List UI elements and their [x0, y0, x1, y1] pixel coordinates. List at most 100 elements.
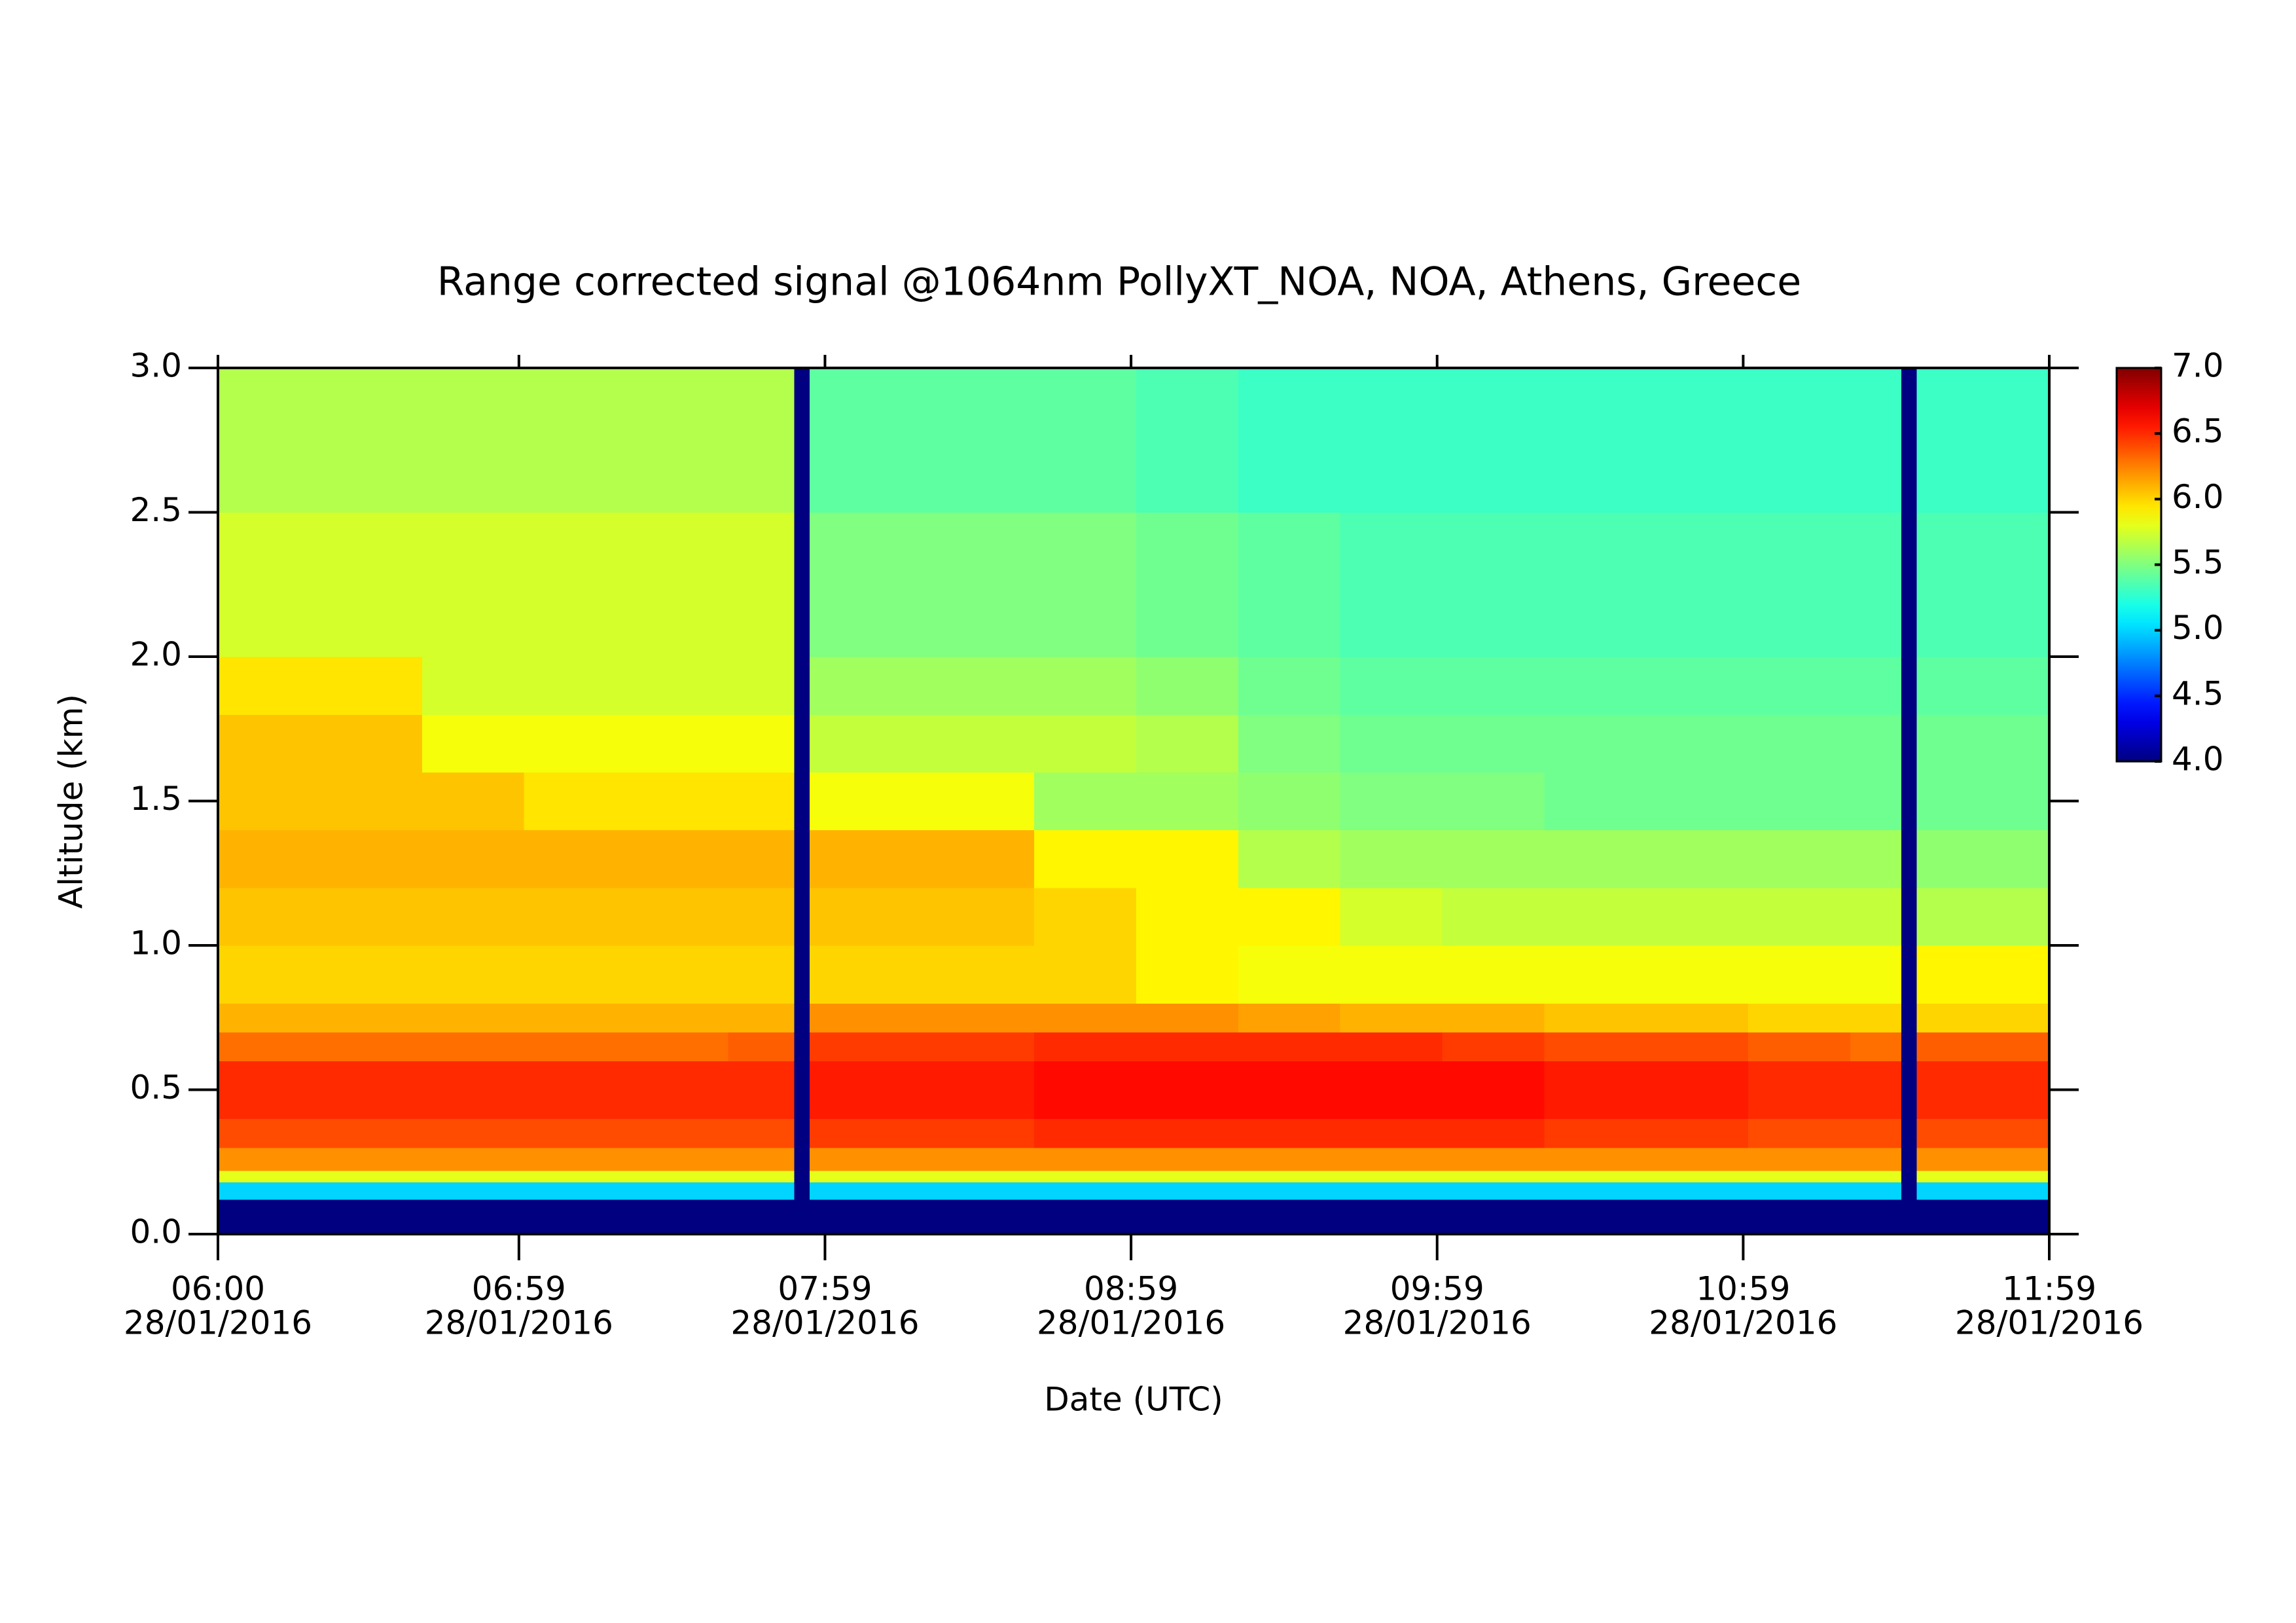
heatmap-cell — [1340, 1032, 1443, 1061]
heatmap-cell — [1544, 368, 1647, 513]
heatmap-cell — [218, 657, 321, 715]
heatmap-cell — [218, 1089, 321, 1120]
heatmap-cell — [1646, 1089, 1749, 1120]
heatmap-cell — [932, 1147, 1035, 1171]
heatmap-cell — [1544, 657, 1647, 715]
heatmap-cell — [1850, 1089, 1902, 1120]
heatmap-cell — [1340, 1147, 1443, 1171]
heatmap-cell — [626, 1061, 728, 1091]
heatmap-cell — [1850, 1182, 1902, 1200]
heatmap-cell — [1136, 1147, 1239, 1171]
colorbar-tick-label: 6.0 — [2172, 478, 2224, 516]
heatmap-cell — [1748, 1170, 1851, 1183]
heatmap-cell — [1238, 714, 1341, 773]
heatmap-cell — [1850, 512, 1902, 657]
heatmap-cell — [810, 1032, 933, 1061]
heatmap-cell — [1646, 1199, 1749, 1235]
x-tick-date: 28/01/2016 — [1343, 1304, 1532, 1342]
heatmap-cell — [1034, 1170, 1137, 1183]
x-tick-label: 06:59 — [472, 1270, 566, 1308]
heatmap-cell — [810, 1170, 933, 1183]
x-tick-label: 06:00 — [171, 1270, 265, 1308]
heatmap-cell — [1916, 830, 2050, 888]
heatmap-cell — [1442, 1147, 1545, 1171]
heatmap-cell — [1646, 1032, 1749, 1061]
heatmap-cell — [932, 1118, 1035, 1148]
heatmap-cell — [1544, 714, 1647, 773]
heatmap-cell — [1850, 714, 1902, 773]
heatmap-cell — [794, 1118, 810, 1148]
heatmap-cell — [1340, 830, 1443, 888]
y-tick-label: 1.5 — [130, 780, 182, 818]
heatmap-cell — [1901, 1147, 1917, 1171]
chart-title: Range corrected signal @1064nm PollyXT_N… — [437, 259, 1801, 305]
heatmap-cell — [218, 1061, 321, 1091]
heatmap-cell — [1544, 887, 1647, 946]
colorbar-tick-label: 7.0 — [2172, 347, 2224, 385]
axes: 0.00.51.01.52.02.53.006:0028/01/201606:5… — [124, 347, 2224, 1342]
heatmap-cell — [1442, 714, 1545, 773]
heatmap-cell — [728, 368, 795, 513]
heatmap-cell — [1916, 512, 2050, 657]
heatmap-cell — [794, 714, 810, 773]
heatmap-cell — [524, 887, 627, 946]
heatmap-cell — [1901, 945, 1917, 1004]
heatmap-cell — [218, 714, 321, 773]
heatmap-cell — [1748, 512, 1851, 657]
heatmap-cell — [626, 1170, 728, 1183]
heatmap-cell — [1646, 887, 1749, 946]
heatmap-cell — [1901, 1089, 1917, 1120]
heatmap-cell — [1916, 368, 2050, 513]
heatmap-cell — [794, 1032, 810, 1061]
heatmap-cell — [524, 368, 627, 513]
heatmap-cell — [728, 1199, 795, 1235]
heatmap-cell — [1646, 1061, 1749, 1091]
heatmap-cell — [1136, 830, 1239, 888]
heatmap-cell — [810, 1182, 933, 1200]
heatmap-cell — [1901, 1182, 1917, 1200]
heatmap-cell — [1850, 1147, 1902, 1171]
heatmap-cell — [319, 1089, 423, 1120]
x-tick-date: 28/01/2016 — [425, 1304, 613, 1342]
heatmap-cell — [932, 1199, 1035, 1235]
heatmap-cell — [794, 945, 810, 1004]
heatmap-cell — [1136, 657, 1239, 715]
heatmap-cell — [422, 1199, 525, 1235]
heatmap-cell — [422, 1147, 525, 1171]
heatmap-cell — [524, 1147, 627, 1171]
heatmap-cell — [810, 1003, 933, 1032]
heatmap-cell — [319, 945, 423, 1004]
heatmap-cell — [1850, 1118, 1902, 1148]
heatmap-cell — [1916, 1089, 2050, 1120]
y-tick-label: 1.0 — [130, 924, 182, 962]
heatmap-cell — [1034, 830, 1137, 888]
heatmap-cell — [524, 1182, 627, 1200]
heatmap-cell — [1442, 1118, 1545, 1148]
heatmap-cell — [1916, 714, 2050, 773]
heatmap-cell — [1646, 945, 1749, 1004]
heatmap-cell — [626, 1032, 728, 1061]
heatmap-cell — [1916, 772, 2050, 831]
heatmap-cell — [1901, 1170, 1917, 1183]
heatmap-cell — [1901, 657, 1917, 715]
heatmap-cell — [1748, 368, 1851, 513]
heatmap-cell — [626, 1089, 728, 1120]
heatmap-cell — [319, 887, 423, 946]
heatmap-cell — [1916, 1061, 2050, 1091]
heatmap-cell — [218, 1182, 321, 1200]
heatmap-cell — [810, 1089, 933, 1120]
heatmap-cell — [1238, 1147, 1341, 1171]
heatmap-cell — [1238, 657, 1341, 715]
heatmap-cell — [218, 1147, 321, 1171]
heatmap-cell — [728, 1147, 795, 1171]
heatmap-cell — [1916, 1147, 2050, 1171]
heatmap-cell — [728, 657, 795, 715]
heatmap-cell — [794, 1147, 810, 1171]
heatmap-cell — [1544, 830, 1647, 888]
x-tick-date: 28/01/2016 — [1955, 1304, 2144, 1342]
heatmap-cell — [810, 657, 933, 715]
heatmap-cell — [1136, 945, 1239, 1004]
heatmap-cell — [319, 512, 423, 657]
heatmap-cell — [1646, 657, 1749, 715]
heatmap-cell — [1916, 1182, 2050, 1200]
